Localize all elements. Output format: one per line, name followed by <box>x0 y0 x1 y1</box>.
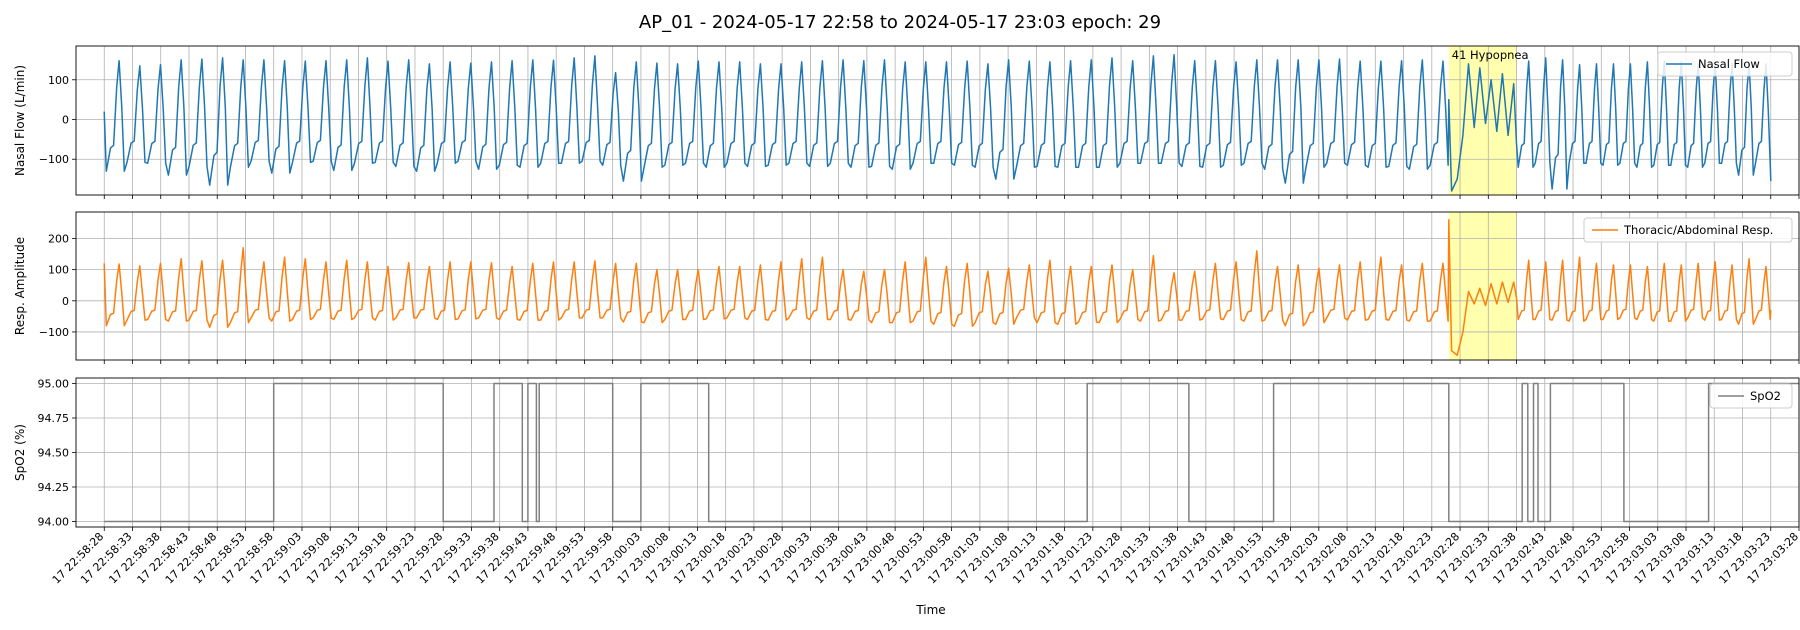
y-tick-label: 0 <box>62 114 69 127</box>
y-axis-label: Resp. Amplitude <box>13 237 27 335</box>
legend-box <box>1583 217 1793 243</box>
y-tick-label: 94.75 <box>38 412 70 425</box>
series-line-1 <box>103 53 1772 192</box>
y-tick-label: 94.50 <box>38 447 70 460</box>
axes-frame <box>75 211 1800 361</box>
chart-panel-2: −100 0 100 200 Resp. Amplitude Thoracic/Abdom… <box>13 211 1800 364</box>
series-line-3 <box>104 382 1799 523</box>
chart-panel-3: 94.00 94.25 94.50 94.75 95.00 SpO2 (%) SpO2 <box>13 377 1800 531</box>
legend-label: SpO2 <box>1750 389 1781 403</box>
legend-box <box>1709 383 1793 409</box>
y-tick-label: −100 <box>39 153 69 166</box>
axes-frame <box>75 45 1800 196</box>
chart-panel-1: −100 0 100 Nasal Flow (L/min) 41 Hypopnea Nas… <box>13 45 1800 199</box>
legend-label: Thoracic/Abdominal Resp. <box>1623 223 1773 237</box>
y-tick-label: 200 <box>48 232 69 245</box>
series-line-2 <box>103 219 1772 357</box>
legend-box <box>1657 51 1793 77</box>
y-tick-label: 95.00 <box>38 378 70 391</box>
y-axis-label: Nasal Flow (L/min) <box>13 65 27 176</box>
y-tick-label: 94.25 <box>38 481 70 494</box>
y-tick-label: −100 <box>39 326 69 339</box>
legend-label: Nasal Flow <box>1698 57 1760 71</box>
axes-frame <box>75 377 1800 528</box>
y-tick-label: 100 <box>48 264 69 277</box>
event-band <box>1448 212 1517 360</box>
event-annotation: 41 Hypopnea <box>1452 48 1529 62</box>
x-axis-label: Time <box>915 603 945 617</box>
figure-title: AP_01 - 2024-05-17 22:58 to 2024-05-17 2… <box>639 12 1161 33</box>
y-tick-label: 100 <box>48 74 69 87</box>
y-tick-label: 0 <box>62 295 69 308</box>
y-tick-label: 94.00 <box>38 515 70 528</box>
y-axis-label: SpO2 (%) <box>13 424 27 481</box>
